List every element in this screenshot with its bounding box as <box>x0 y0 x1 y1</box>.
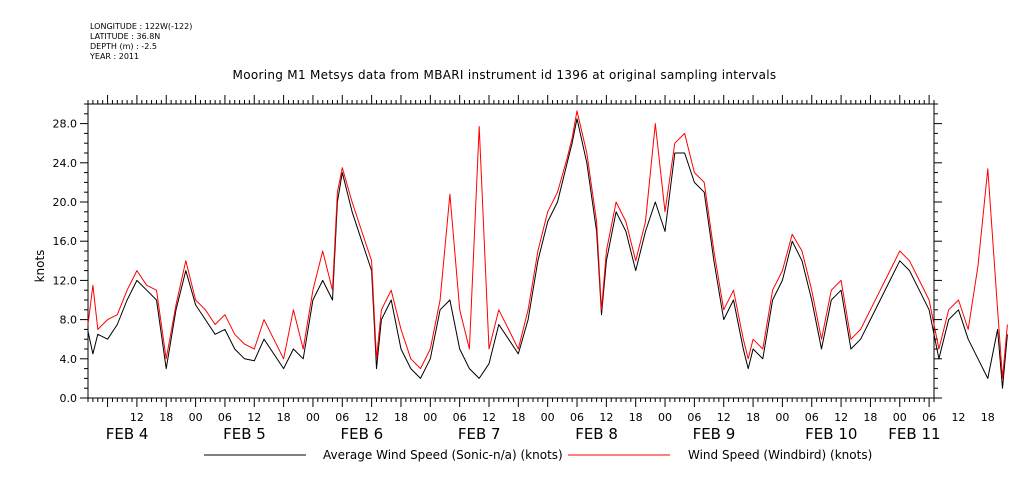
x-hour-tick-label: 00 <box>189 411 203 424</box>
x-hour-tick-label: 06 <box>218 411 232 424</box>
legend-label: Wind Speed (Windbird) (knots) <box>688 448 872 462</box>
y-tick-label: 4.0 <box>60 353 78 366</box>
x-hour-tick-label: 06 <box>570 411 584 424</box>
x-day-label: FEB 4 <box>106 425 149 443</box>
legend-label: Average Wind Speed (Sonic-n/a) (knots) <box>323 448 563 462</box>
x-hour-tick-label: 06 <box>453 411 467 424</box>
wind-speed-chart: knots 0.0 4.0 8.0 12.0 16.0 20.0 24.0 28.0 12 18… <box>0 0 1009 504</box>
series-windbird-wind-speed <box>88 111 1007 379</box>
x-hour-tick-label: 00 <box>893 411 907 424</box>
x-hour-tick-label: 06 <box>335 411 349 424</box>
x-hour-tick-label: 18 <box>629 411 643 424</box>
x-hour-tick-label: 12 <box>717 411 731 424</box>
x-axis-ticks: 12 18 00 06 12 18 00 06 12 18 00 06 12 18 00 06 12 18 00 06… <box>88 95 1009 443</box>
x-hour-tick-label: 12 <box>365 411 379 424</box>
x-hour-tick-label: 00 <box>775 411 789 424</box>
y-tick-label: 8.0 <box>60 314 78 327</box>
x-hour-tick-label: 06 <box>805 411 819 424</box>
x-hour-tick-label: 12 <box>834 411 848 424</box>
x-day-label: FEB 5 <box>223 425 266 443</box>
x-hour-tick-label: 18 <box>511 411 525 424</box>
x-day-label: FEB 8 <box>575 425 618 443</box>
x-hour-tick-label: 00 <box>306 411 320 424</box>
x-hour-tick-label: 18 <box>277 411 291 424</box>
x-hour-tick-label: 12 <box>599 411 613 424</box>
y-tick-label: 24.0 <box>53 157 78 170</box>
x-day-label: FEB 11 <box>888 425 940 443</box>
x-day-label: FEB 10 <box>805 425 857 443</box>
y-tick-label: 28.0 <box>53 118 78 131</box>
x-day-label: FEB 7 <box>458 425 501 443</box>
x-hour-tick-label: 06 <box>922 411 936 424</box>
x-hour-tick-label: 18 <box>863 411 877 424</box>
y-tick-label: 16.0 <box>53 235 78 248</box>
x-day-label: FEB 6 <box>340 425 383 443</box>
series-layer <box>88 111 1007 388</box>
x-hour-tick-label: 00 <box>423 411 437 424</box>
legend: Average Wind Speed (Sonic-n/a) (knots) Wi… <box>204 448 872 462</box>
y-axis-ticks: 0.0 4.0 8.0 12.0 16.0 20.0 24.0 28.0 <box>53 104 943 405</box>
y-tick-label: 12.0 <box>53 274 78 287</box>
x-hour-tick-label: 18 <box>981 411 995 424</box>
y-axis-label: knots <box>33 250 47 283</box>
x-hour-tick-label: 18 <box>746 411 760 424</box>
x-hour-tick-label: 18 <box>159 411 173 424</box>
y-tick-label: 20.0 <box>53 196 78 209</box>
series-average-wind-speed <box>88 119 1007 389</box>
x-hour-tick-label: 00 <box>658 411 672 424</box>
x-hour-tick-label: 12 <box>482 411 496 424</box>
x-hour-tick-label: 00 <box>541 411 555 424</box>
x-hour-tick-label: 12 <box>130 411 144 424</box>
y-tick-label: 0.0 <box>60 392 78 405</box>
plot-frame <box>88 104 934 398</box>
x-hour-tick-label: 12 <box>247 411 261 424</box>
x-day-label: FEB 9 <box>693 425 736 443</box>
x-hour-tick-label: 12 <box>951 411 965 424</box>
x-hour-tick-label: 06 <box>687 411 701 424</box>
x-hour-tick-label: 18 <box>394 411 408 424</box>
